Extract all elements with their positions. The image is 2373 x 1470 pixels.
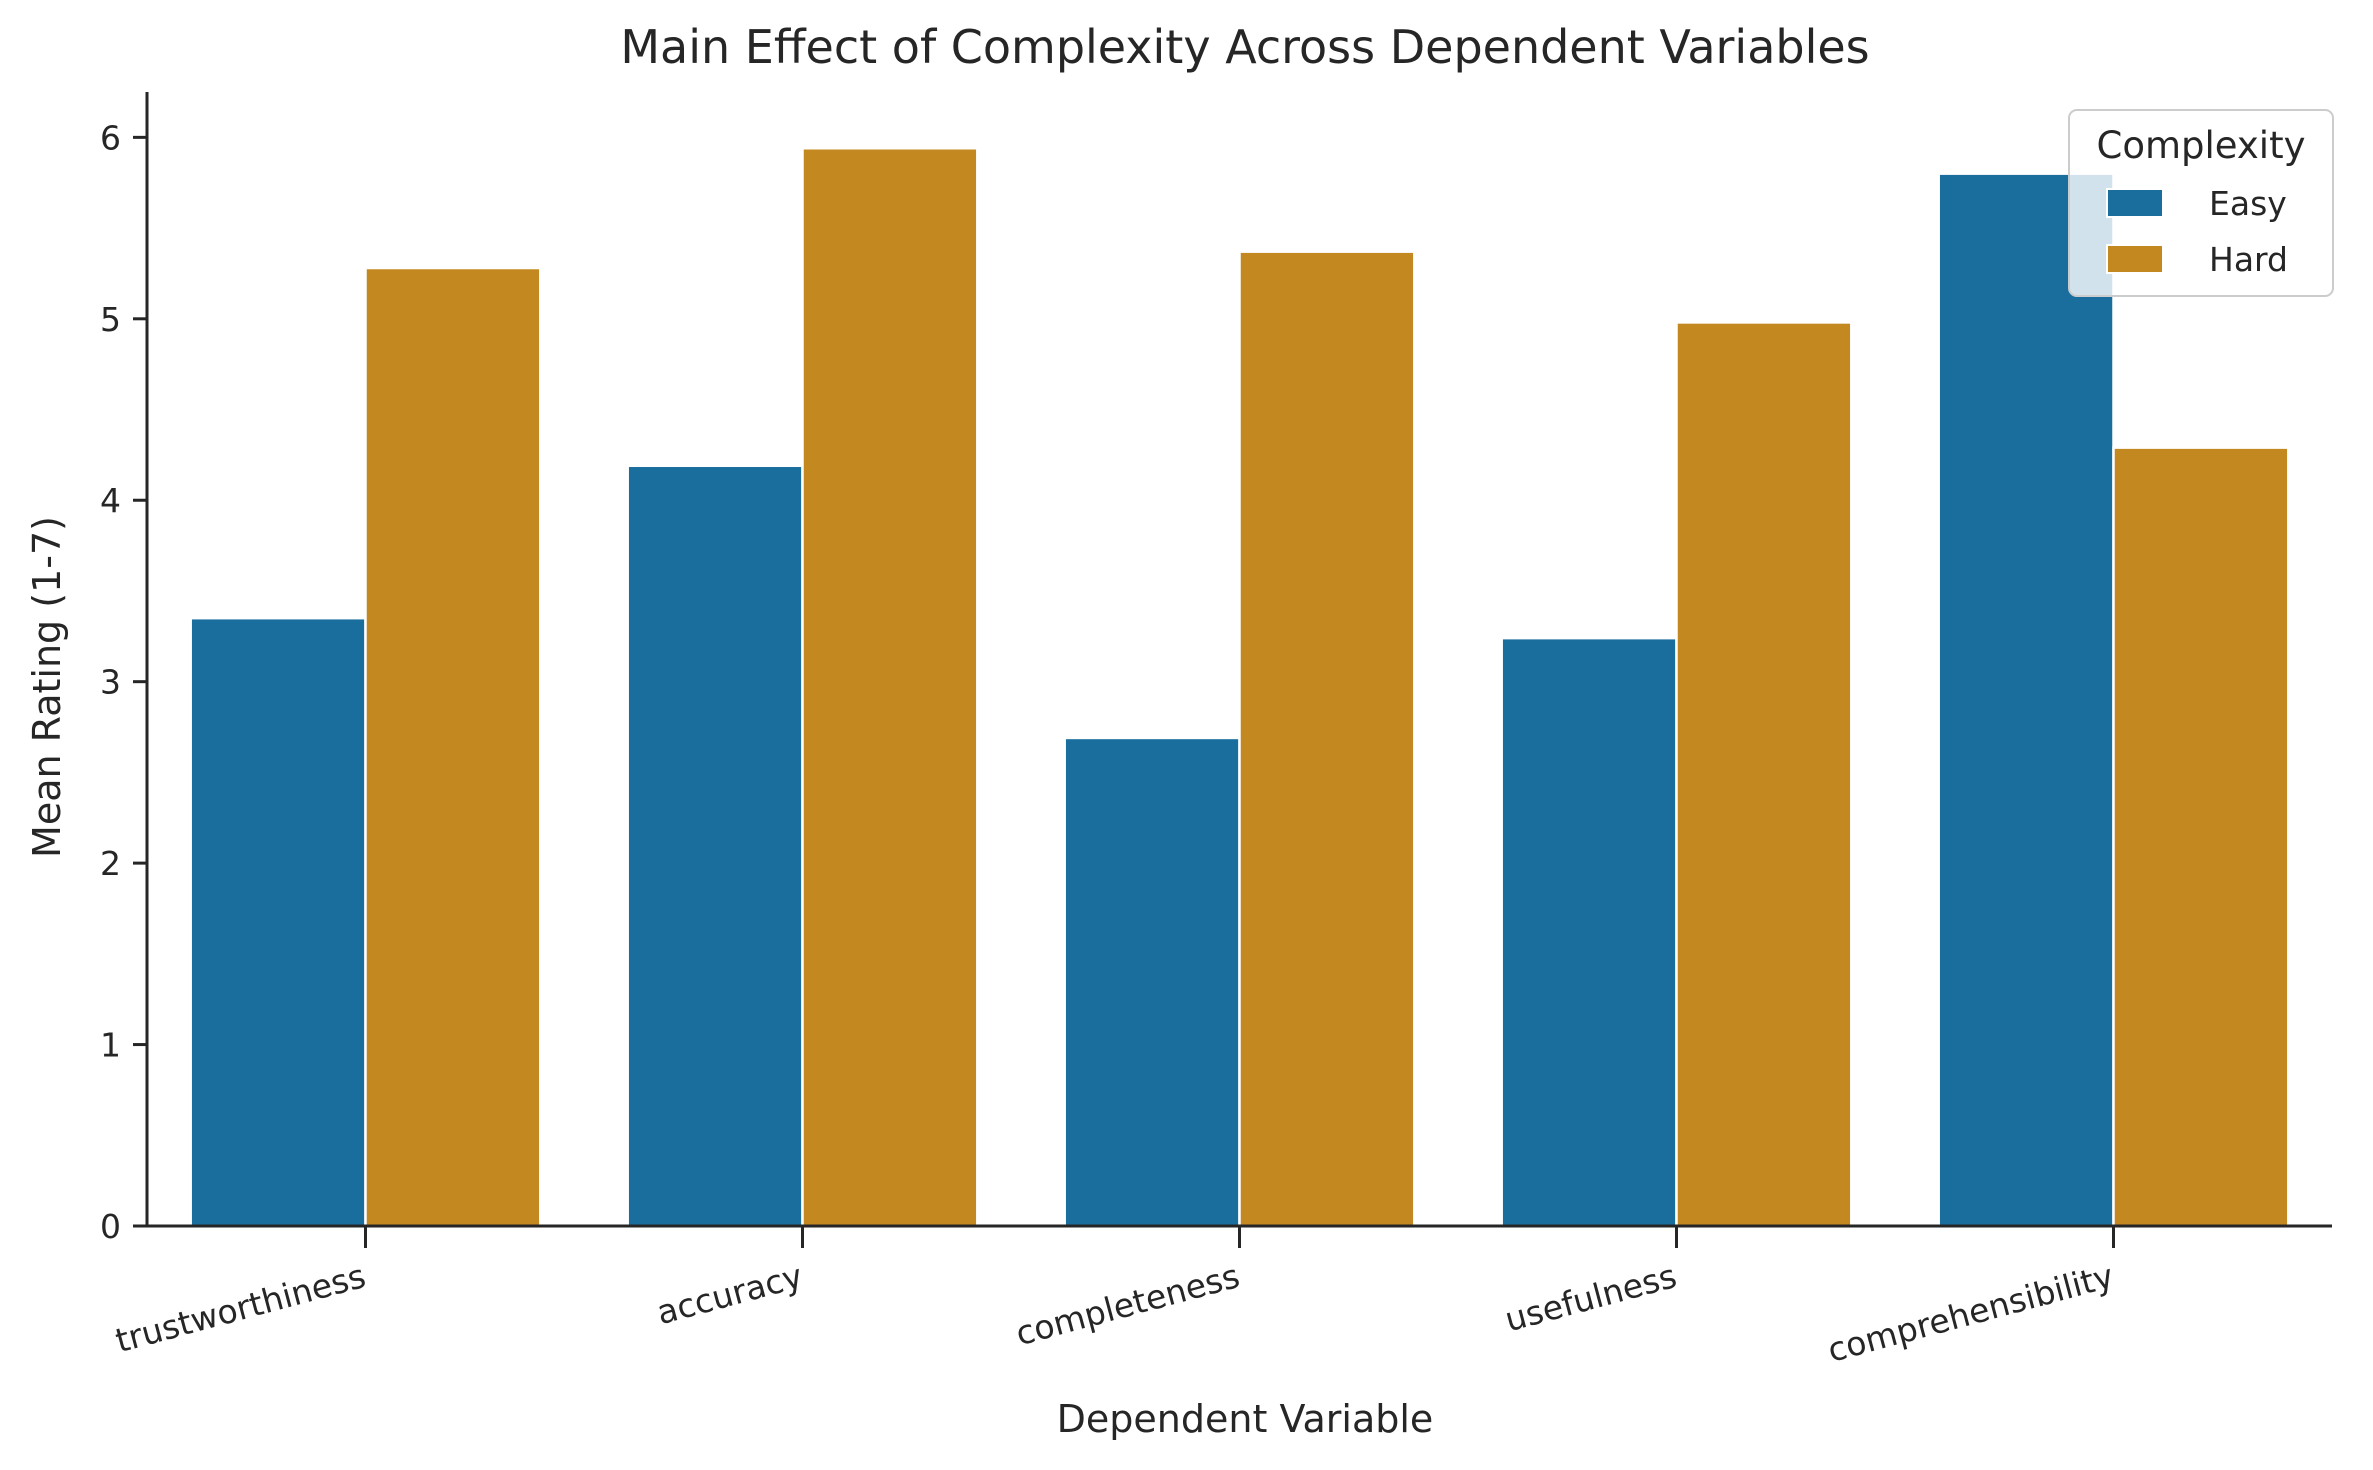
y-tick-label: 6 [100,118,121,157]
chart-title: Main Effect of Complexity Across Depende… [620,20,1869,74]
bar-easy-usefulness [1500,636,1678,1228]
legend-label-easy: Easy [2209,184,2287,223]
legend-label-hard: Hard [2209,240,2288,279]
y-axis: 0 1 2 3 4 5 6 [100,92,149,1246]
y-tick-label: 5 [100,300,121,339]
x-tick-label-usefulness: usefulness [1501,1256,1681,1339]
x-axis-label: Dependent Variable [1057,1397,1434,1441]
bar-hard-usefulness [1675,321,1853,1228]
y-tick-label: 1 [100,1026,121,1065]
bars-group [189,146,2290,1228]
y-tick-label: 4 [100,481,121,520]
x-axis: trustworthiness accuracy completeness usefu… [111,1224,2332,1370]
bar-hard-comprehensibility [2112,446,2290,1228]
y-tick-label: 2 [100,844,121,883]
y-tick-label: 3 [100,663,121,702]
y-tick-label: 0 [100,1207,121,1246]
legend-title: Complexity [2097,124,2306,167]
bar-easy-comprehensibility [1937,172,2115,1228]
legend-swatch-easy [2106,188,2164,218]
x-tick-label-completeness: completeness [1012,1256,1244,1353]
bar-hard-completeness [1238,250,1416,1228]
bar-easy-trustworthiness [189,616,367,1228]
bar-hard-trustworthiness [364,266,542,1228]
x-tick-label-accuracy: accuracy [653,1256,807,1332]
legend-swatch-hard [2106,244,2164,274]
x-tick-label-comprehensibility: comprehensibility [1823,1256,2117,1370]
bar-easy-completeness [1063,736,1241,1228]
bar-easy-accuracy [626,464,804,1228]
y-axis-label: Mean Rating (1-7) [25,516,69,858]
legend: Complexity Easy Hard [2068,109,2334,297]
x-tick-label-trustworthiness: trustworthiness [111,1256,369,1360]
bar-hard-accuracy [801,146,979,1228]
